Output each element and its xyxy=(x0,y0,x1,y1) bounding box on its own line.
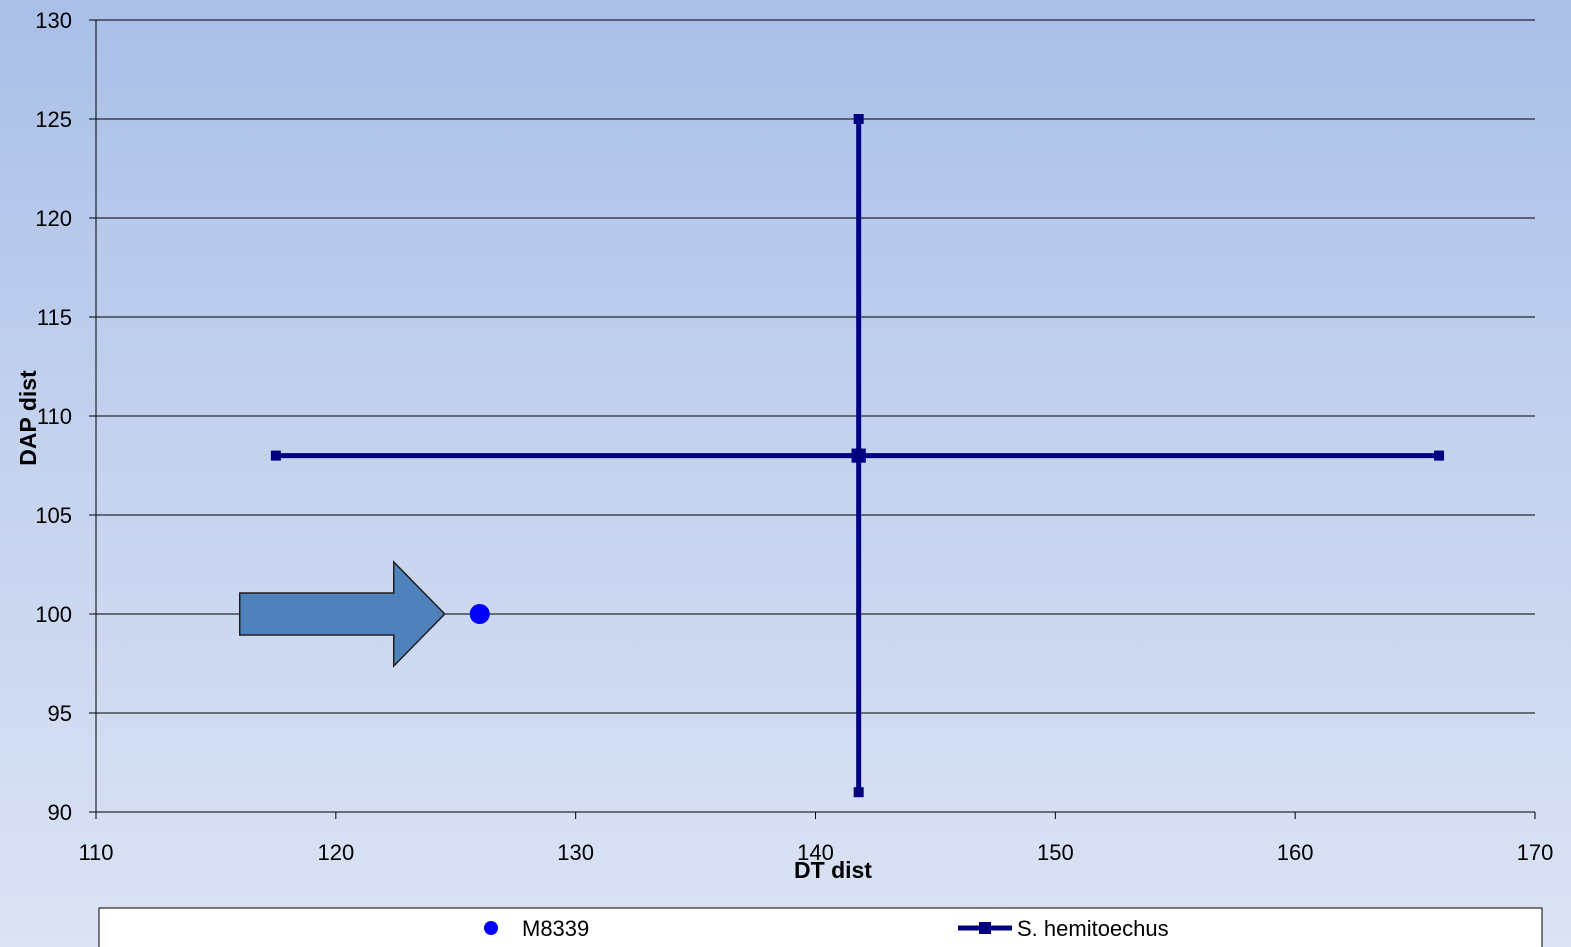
y-tick-label-130: 130 xyxy=(35,8,72,33)
legend-label-s-hemitoechus: S. hemitoechus xyxy=(1017,916,1169,941)
legend-marker-m8339 xyxy=(484,921,498,935)
x-tick-label-150: 150 xyxy=(1037,840,1074,865)
legend-marker-s-hemitoechus xyxy=(979,922,991,934)
y-axis-title: DAP dist xyxy=(15,370,41,466)
y-tick-label-90: 90 xyxy=(48,800,72,825)
y-tick-label-95: 95 xyxy=(48,701,72,726)
x-tick-label-130: 130 xyxy=(557,840,594,865)
marker-s-hemitoechus-0-0 xyxy=(270,450,281,461)
y-tick-label-100: 100 xyxy=(35,602,72,627)
arrow-annotation xyxy=(238,560,446,668)
marker-s-hemitoechus-1-2 xyxy=(853,787,864,798)
legend-box xyxy=(98,907,1543,947)
x-tick-label-120: 120 xyxy=(317,840,354,865)
legend: M8339 S. hemitoechus xyxy=(98,907,1543,947)
y-tick-label-105: 105 xyxy=(35,503,72,528)
data-series xyxy=(270,114,1445,798)
marker-s-hemitoechus-0-2 xyxy=(1434,450,1445,461)
y-tick-label-115: 115 xyxy=(37,305,72,330)
legend-label-m8339: M8339 xyxy=(522,916,589,941)
x-axis-title: DT dist xyxy=(794,857,872,883)
x-tick-label-170: 170 xyxy=(1517,840,1554,865)
tick-labels: 90 95 100 105 110 115 120 125 130 110 120 130 140 150… xyxy=(35,8,1553,865)
annotations xyxy=(238,560,446,668)
y-tick-label-125: 125 xyxy=(35,107,72,132)
axes xyxy=(89,19,1536,819)
y-tick-label-120: 120 xyxy=(35,206,72,231)
x-tick-label-110: 110 xyxy=(78,840,113,865)
x-tick-label-160: 160 xyxy=(1277,840,1314,865)
point-m8339-0 xyxy=(469,604,490,624)
x-tick-label-140: 140 xyxy=(797,840,834,865)
marker-s-hemitoechus-1-0 xyxy=(853,114,864,124)
y-tick-label-110: 110 xyxy=(37,404,72,429)
marker-s-hemitoechus-1-1 xyxy=(851,448,866,463)
